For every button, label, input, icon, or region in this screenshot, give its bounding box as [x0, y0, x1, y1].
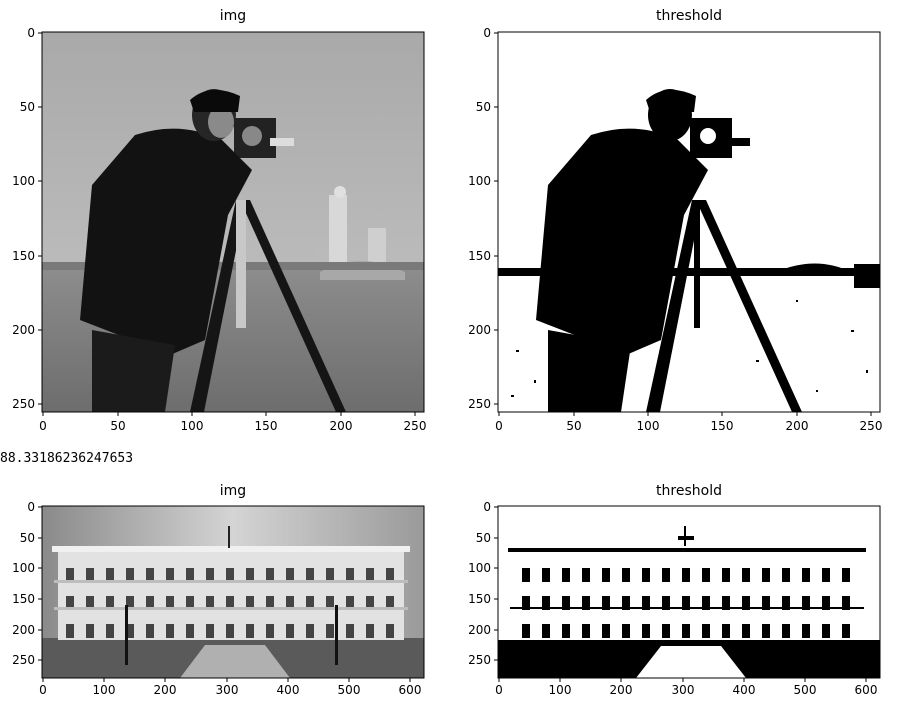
- cameraman-threshold-xticks: 0 50 100 150 200 250: [495, 412, 882, 433]
- ytick-label: 250: [468, 653, 491, 667]
- xtick-label: 300: [216, 683, 239, 697]
- ytick-label: 0: [27, 26, 35, 40]
- xtick-label: 250: [404, 419, 427, 433]
- xtick-label: 200: [786, 419, 809, 433]
- plot-title-building-img: img: [219, 483, 247, 499]
- ytick-label: 150: [468, 592, 491, 606]
- xtick-label: 500: [794, 683, 817, 697]
- ytick-label: 50: [20, 100, 35, 114]
- ytick-label: 250: [468, 397, 491, 411]
- building-threshold-photo: [498, 506, 880, 678]
- xtick-label: 200: [610, 683, 633, 697]
- ytick-label: 150: [12, 592, 35, 606]
- building-original-xticks: 0 100 200 300 400 500 600: [39, 678, 421, 697]
- xtick-label: 600: [855, 683, 878, 697]
- xtick-label: 500: [338, 683, 361, 697]
- plot-cameraman-original: 0 50 100 150 200 250 0 50 100 150 200 25…: [12, 26, 426, 433]
- xtick-label: 250: [860, 419, 883, 433]
- ytick-label: 100: [12, 174, 35, 188]
- ytick-label: 250: [12, 397, 35, 411]
- ytick-label: 100: [468, 561, 491, 575]
- xtick-label: 150: [711, 419, 734, 433]
- ytick-label: 50: [476, 531, 491, 545]
- cameraman-original-yticks: 0 50 100 150 200 250: [12, 26, 42, 411]
- building-photo: [42, 506, 424, 678]
- plot-title-building-threshold: threshold: [656, 483, 722, 499]
- xtick-label: 300: [672, 683, 695, 697]
- cameraman-photo: [42, 32, 424, 412]
- xtick-label: 600: [399, 683, 422, 697]
- ytick-label: 200: [12, 323, 35, 337]
- xtick-label: 50: [110, 419, 125, 433]
- xtick-label: 0: [39, 419, 47, 433]
- ytick-label: 150: [468, 249, 491, 263]
- xtick-label: 50: [566, 419, 581, 433]
- ytick-label: 200: [468, 623, 491, 637]
- xtick-label: 100: [93, 683, 116, 697]
- ytick-label: 100: [468, 174, 491, 188]
- xtick-label: 400: [733, 683, 756, 697]
- ytick-label: 200: [12, 623, 35, 637]
- ytick-label: 50: [20, 531, 35, 545]
- xtick-label: 200: [154, 683, 177, 697]
- xtick-label: 200: [330, 419, 353, 433]
- xtick-label: 150: [255, 419, 278, 433]
- ytick-label: 250: [12, 653, 35, 667]
- ytick-label: 100: [12, 561, 35, 575]
- ytick-label: 150: [12, 249, 35, 263]
- xtick-label: 100: [637, 419, 660, 433]
- ytick-label: 50: [476, 100, 491, 114]
- plot-building-original: 0 50 100 150 200 250 0 100 200 300 400 5…: [12, 500, 425, 697]
- ytick-label: 0: [483, 500, 491, 514]
- cameraman-threshold-photo: [498, 32, 880, 412]
- plot-title-cameraman-img: img: [219, 8, 247, 24]
- xtick-label: 100: [549, 683, 572, 697]
- plot-cameraman-threshold: 0 50 100 150 200 250 0 50 100 150 200 25…: [468, 26, 882, 433]
- xtick-label: 100: [181, 419, 204, 433]
- ytick-label: 0: [27, 500, 35, 514]
- building-original-yticks: 0 50 100 150 200 250: [12, 500, 42, 667]
- xtick-label: 0: [495, 683, 503, 697]
- printed-output: 88.33186236247653: [0, 451, 134, 466]
- xtick-label: 400: [277, 683, 300, 697]
- cameraman-threshold-yticks: 0 50 100 150 200 250: [468, 26, 498, 411]
- cameraman-original-xticks: 0 50 100 150 200 250: [39, 412, 426, 433]
- xtick-label: 0: [39, 683, 47, 697]
- plot-building-threshold: 0 50 100 150 200 250 0 100 200 300 400 5…: [468, 500, 881, 697]
- building-threshold-yticks: 0 50 100 150 200 250: [468, 500, 498, 667]
- plot-title-cameraman-threshold: threshold: [656, 8, 722, 24]
- building-threshold-xticks: 0 100 200 300 400 500 600: [495, 678, 877, 697]
- ytick-label: 200: [468, 323, 491, 337]
- xtick-label: 0: [495, 419, 503, 433]
- ytick-label: 0: [483, 26, 491, 40]
